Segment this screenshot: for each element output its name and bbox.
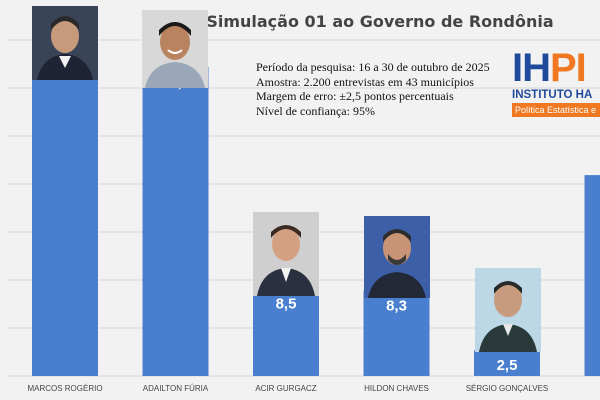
category-label: SÉRGIO GONÇALVES — [466, 384, 549, 393]
institute-logo: IHPI INSTITUTO HA Política Estatística e — [512, 48, 600, 118]
survey-period: Período da pesquisa: 16 a 30 de outubro … — [256, 60, 490, 74]
bar — [363, 290, 430, 376]
category-label: ACIR GURGACZ — [255, 384, 316, 393]
bar — [142, 66, 209, 376]
bar-cropped — [584, 175, 600, 376]
candidate-photo-sergio-goncalves — [475, 268, 541, 352]
category-label: HILDON CHAVES — [364, 384, 429, 393]
survey-sample: Amostra: 2.200 entrevistas em 43 municíp… — [256, 74, 474, 89]
data-label: 8,3 — [386, 297, 407, 314]
logo-name: INSTITUTO HA — [512, 89, 593, 101]
data-label: 8,5 — [276, 295, 297, 312]
category-label: ADAILTON FÚRIA — [143, 384, 209, 393]
candidate-photo-hildon-chaves — [364, 216, 430, 298]
survey-confidence: Nível de confiança: 95% — [256, 103, 375, 118]
survey-notes: Período da pesquisa: 16 a 30 de outubro … — [256, 60, 490, 118]
logo-mark: IHPI — [512, 48, 587, 90]
category-label: MARCOS ROGÉRIO — [27, 384, 102, 393]
candidate-photo-marcos-rogerio — [32, 6, 98, 80]
logo-tagline: Política Estatística e — [512, 103, 600, 117]
bar — [474, 350, 540, 376]
survey-margin: Margem de erro: ±2,5 pontos percentuais — [256, 89, 454, 103]
data-label: 2,5 — [497, 357, 518, 374]
candidate-photo-acir-gurgacz — [253, 212, 319, 296]
candidate-photo-adailton-furia — [142, 10, 208, 88]
chart-title: Simulação 01 ao Governo de Rondônia — [206, 12, 554, 31]
bar — [253, 288, 319, 376]
bar — [32, 57, 98, 377]
